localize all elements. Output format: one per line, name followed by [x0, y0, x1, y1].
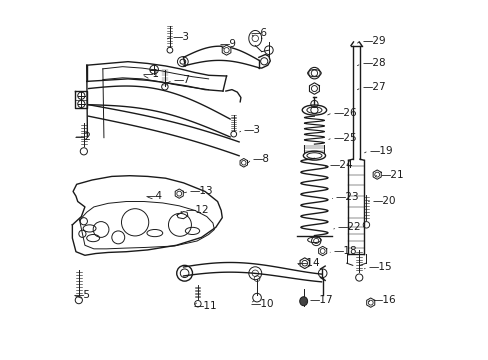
Text: —13: —13 — [190, 186, 213, 197]
Polygon shape — [72, 176, 222, 255]
Text: —28: —28 — [362, 58, 385, 68]
Polygon shape — [372, 170, 381, 179]
Text: —18: —18 — [333, 246, 356, 256]
Text: —19: —19 — [368, 145, 392, 156]
Polygon shape — [222, 45, 230, 55]
Text: —7: —7 — [173, 75, 190, 85]
Text: —3: —3 — [172, 32, 189, 41]
Polygon shape — [309, 83, 319, 94]
Text: —3: —3 — [244, 125, 260, 135]
Text: —24: —24 — [329, 160, 353, 170]
Text: —14: —14 — [296, 258, 320, 268]
Text: —26: —26 — [333, 108, 356, 118]
Text: —6: —6 — [250, 28, 267, 38]
Text: —29: —29 — [362, 36, 385, 46]
Text: —27: —27 — [362, 82, 385, 93]
Text: —16: —16 — [372, 295, 396, 305]
Polygon shape — [175, 189, 183, 198]
Text: —17: —17 — [308, 295, 332, 305]
Text: —2: —2 — [74, 132, 91, 142]
Text: —1: —1 — [142, 69, 159, 79]
Text: —25: —25 — [333, 133, 356, 143]
Text: —21: —21 — [379, 170, 403, 180]
Text: —23: —23 — [335, 192, 359, 202]
Polygon shape — [366, 298, 374, 307]
Polygon shape — [240, 158, 247, 167]
Text: —8: —8 — [252, 154, 269, 164]
Ellipse shape — [299, 297, 307, 306]
Text: —15: —15 — [367, 262, 391, 272]
Polygon shape — [300, 258, 309, 269]
Text: —4: —4 — [145, 191, 163, 201]
Text: —12: —12 — [185, 206, 208, 216]
Text: —22: —22 — [337, 222, 361, 232]
Text: —9: —9 — [219, 40, 236, 49]
Polygon shape — [318, 246, 326, 256]
Text: —11: —11 — [193, 301, 217, 311]
Text: —10: —10 — [250, 299, 274, 309]
Text: —20: —20 — [372, 196, 396, 206]
Text: —5: —5 — [73, 290, 90, 300]
